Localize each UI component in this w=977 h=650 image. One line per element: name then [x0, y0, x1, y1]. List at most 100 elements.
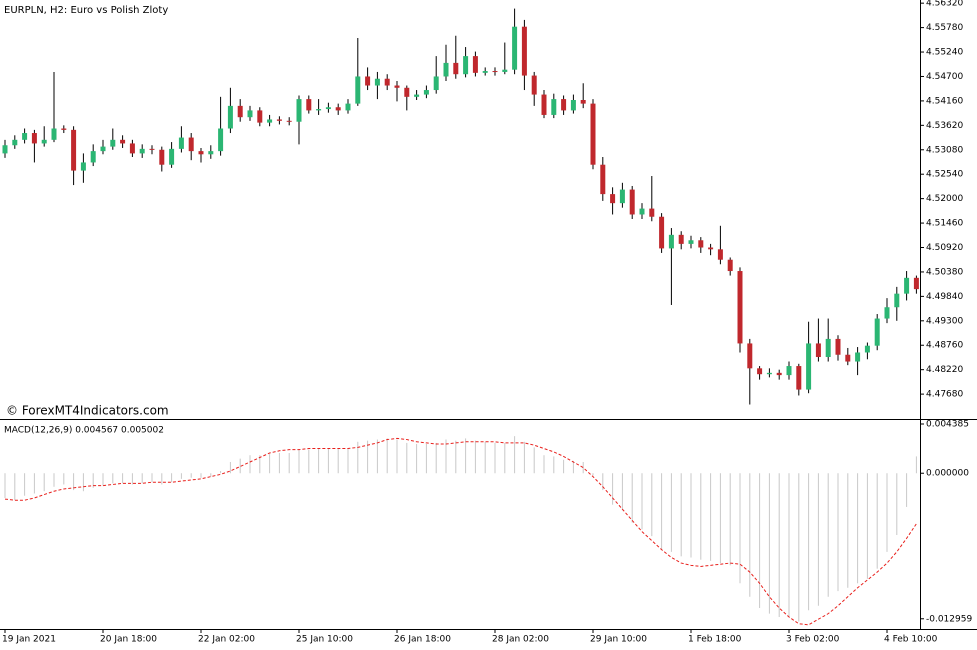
candle-body	[257, 110, 263, 123]
x-tick-label: 20 Jan 18:00	[100, 635, 157, 645]
candle-body	[394, 85, 400, 88]
candle-body	[61, 128, 67, 130]
candle-body	[717, 249, 723, 260]
y-tick-label: 4.55780	[926, 23, 963, 33]
candle-body	[561, 99, 567, 111]
x-tick-label: 4 Feb 10:00	[884, 635, 938, 645]
y-tick-label: 4.52540	[926, 170, 963, 180]
candle-body	[913, 277, 919, 290]
candle-body	[384, 78, 390, 86]
candle-body	[629, 189, 635, 215]
candle-body	[169, 148, 175, 165]
candle-body	[22, 133, 28, 140]
candle-body	[149, 148, 155, 150]
candle-body	[31, 133, 37, 144]
candle-body	[286, 120, 292, 122]
candle-body	[541, 94, 547, 115]
candle-body	[610, 194, 616, 204]
candle-body	[433, 76, 439, 91]
x-tick-label: 26 Jan 18:00	[394, 635, 451, 645]
candle-body	[698, 240, 704, 248]
candle-body	[374, 78, 380, 86]
candle-body	[100, 146, 106, 152]
candle-body	[570, 99, 576, 111]
candle-body	[2, 145, 8, 154]
candle-body	[512, 26, 518, 70]
candle-body	[237, 105, 243, 118]
x-tick-label: 19 Jan 2021	[2, 635, 56, 645]
candle-body	[482, 71, 488, 73]
candle-body	[884, 307, 890, 319]
x-tick-label: 3 Feb 02:00	[786, 635, 840, 645]
candle-body	[306, 99, 312, 111]
candle-body	[502, 69, 508, 72]
candle-body	[120, 139, 126, 144]
candle-body	[492, 71, 498, 73]
y-tick-label: 4.53620	[926, 121, 963, 131]
candle-body	[904, 277, 910, 294]
candle-body	[668, 234, 674, 249]
chart-title: EURPLN, H2: Euro vs Polish Zloty	[4, 5, 168, 16]
candle-body	[404, 87, 410, 97]
y-tick-label: 4.55240	[926, 48, 963, 58]
candle-body	[325, 107, 331, 110]
candle-body	[335, 107, 341, 111]
candle-body	[659, 216, 665, 249]
candle-body	[316, 109, 322, 111]
candle-body	[815, 343, 821, 358]
y-tick-label: 4.48220	[926, 365, 963, 375]
candle-body	[472, 56, 478, 73]
x-tick-label: 1 Feb 18:00	[688, 635, 742, 645]
candle-body	[463, 56, 469, 75]
candle-body	[678, 234, 684, 244]
candle-body	[355, 76, 361, 104]
candle-body	[747, 343, 753, 369]
candle-body	[414, 94, 420, 97]
candle-body	[600, 164, 606, 195]
macd-title: MACD(12,26,9) 0.004567 0.005002	[4, 426, 164, 436]
candle-body	[580, 99, 586, 104]
candle-body	[551, 99, 557, 115]
candle-body	[845, 354, 851, 362]
watermark: © ForexMT4Indicators.com	[6, 404, 169, 418]
candle-body	[757, 368, 763, 375]
y-tick-label: 4.50380	[926, 267, 963, 277]
candle-body	[423, 90, 429, 95]
candle-body	[531, 75, 537, 95]
candle-body	[708, 247, 714, 250]
x-tick-label: 22 Jan 02:00	[198, 635, 255, 645]
x-tick-label: 29 Jan 10:00	[590, 635, 647, 645]
candle-body	[129, 143, 135, 154]
candle-body	[855, 352, 861, 362]
candle-body	[208, 151, 214, 155]
candle-body	[267, 119, 273, 123]
candle-body	[110, 139, 116, 147]
y-tick-label: -0.012959	[926, 614, 972, 624]
candle-body	[619, 189, 625, 204]
candle-body	[90, 151, 96, 163]
candle-body	[737, 271, 743, 344]
candle-body	[894, 293, 900, 308]
y-tick-label: 0.004385	[926, 419, 969, 429]
candle-body	[365, 76, 371, 86]
y-tick-label: 4.54160	[926, 96, 963, 106]
candle-body	[345, 103, 351, 111]
candle-body	[443, 62, 449, 77]
y-tick-label: 4.56320	[926, 0, 963, 9]
y-tick-label: 4.49300	[926, 316, 963, 326]
y-tick-label: 4.47680	[926, 390, 963, 400]
candle-body	[688, 240, 694, 244]
candle-body	[727, 259, 733, 272]
candle-body	[453, 62, 459, 75]
candle-body	[639, 208, 645, 215]
candle-body	[649, 208, 655, 217]
candle-body	[41, 139, 47, 144]
x-tick-label: 25 Jan 10:00	[296, 635, 353, 645]
candle-body	[825, 338, 831, 358]
candle-body	[521, 26, 527, 76]
candle-body	[276, 119, 282, 121]
y-tick-label: 4.53080	[926, 145, 963, 155]
signal-line	[4, 437, 917, 626]
candle-body	[296, 99, 302, 122]
